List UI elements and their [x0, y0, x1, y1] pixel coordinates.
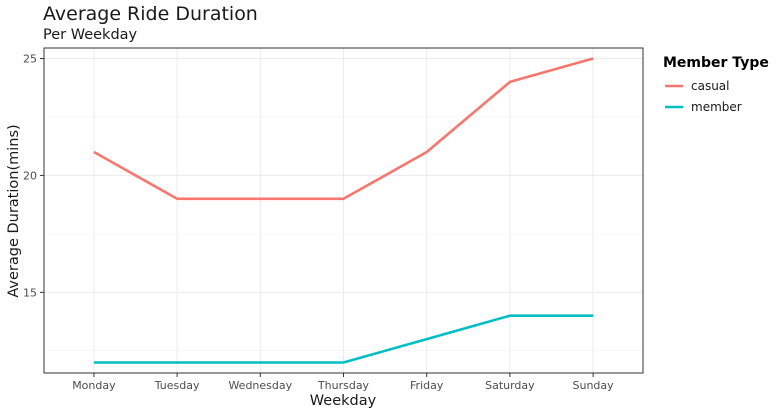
- chart-subtitle: Per Weekday: [43, 27, 138, 43]
- y-axis-title: Average Duration(mins): [6, 124, 22, 297]
- legend: Member Type casual member: [663, 55, 769, 114]
- y-tick-label-25: 25: [23, 53, 37, 66]
- y-tick-label-15: 15: [23, 286, 37, 299]
- x-tick-label-friday: Friday: [410, 379, 444, 392]
- series-lines: [93, 57, 594, 364]
- x-tick-label-sunday: Sunday: [572, 379, 614, 392]
- axes: 15 20 25 Monday Tuesday Wednesday Thursday Frid…: [23, 53, 614, 392]
- grid: [44, 48, 643, 373]
- x-tick-label-thursday: Thursday: [317, 379, 370, 392]
- x-tick-label-wednesday: Wednesday: [228, 379, 292, 392]
- series-line-member: [93, 314, 594, 364]
- x-axis-title: Weekday: [310, 393, 377, 409]
- legend-label-casual: casual: [691, 79, 730, 93]
- legend-title: Member Type: [663, 55, 769, 71]
- legend-label-member: member: [691, 100, 742, 114]
- chart-title: Average Ride Duration: [43, 3, 258, 25]
- x-tick-label-saturday: Saturday: [485, 379, 535, 392]
- y-tick-label-20: 20: [23, 169, 37, 182]
- series-line-casual: [93, 57, 594, 201]
- x-tick-label-tuesday: Tuesday: [154, 379, 200, 392]
- x-tick-label-monday: Monday: [72, 379, 116, 392]
